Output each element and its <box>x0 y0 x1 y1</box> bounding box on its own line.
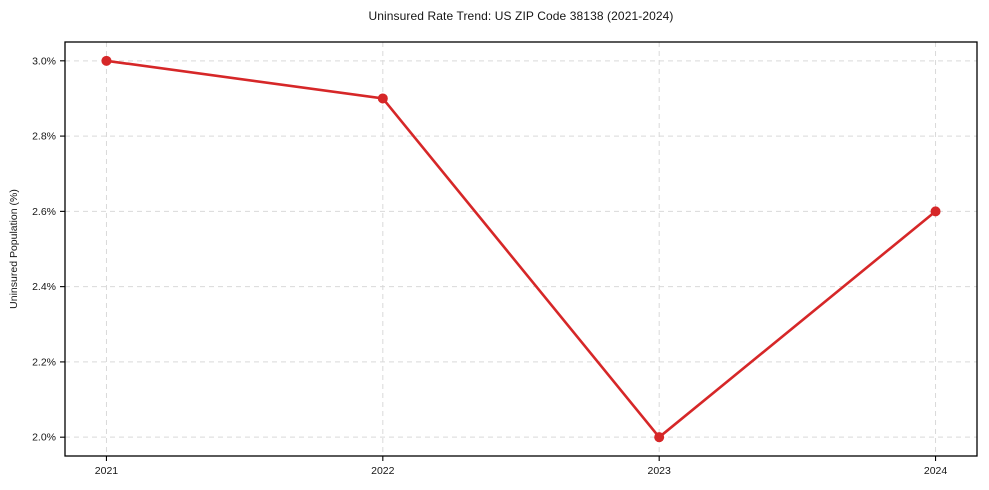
data-point <box>654 432 665 443</box>
x-tick-label: 2021 <box>95 465 119 477</box>
y-tick-label: 3.0% <box>32 55 56 67</box>
y-tick-label: 2.6% <box>32 206 56 218</box>
data-point <box>101 55 112 66</box>
y-tick-label: 2.8% <box>32 131 56 143</box>
y-tick-label: 2.4% <box>32 281 56 293</box>
chart-title: Uninsured Rate Trend: US ZIP Code 38138 … <box>368 9 674 23</box>
y-tick-label: 2.2% <box>32 356 56 368</box>
x-tick-label: 2023 <box>648 465 672 477</box>
trend-line <box>105 59 937 439</box>
x-tick-label: 2022 <box>371 465 395 477</box>
data-point <box>930 206 941 217</box>
x-tick-label: 2024 <box>924 465 948 477</box>
data-point <box>377 93 388 104</box>
y-tick-label: 2.0% <box>32 432 56 444</box>
plot-frame <box>64 41 978 457</box>
